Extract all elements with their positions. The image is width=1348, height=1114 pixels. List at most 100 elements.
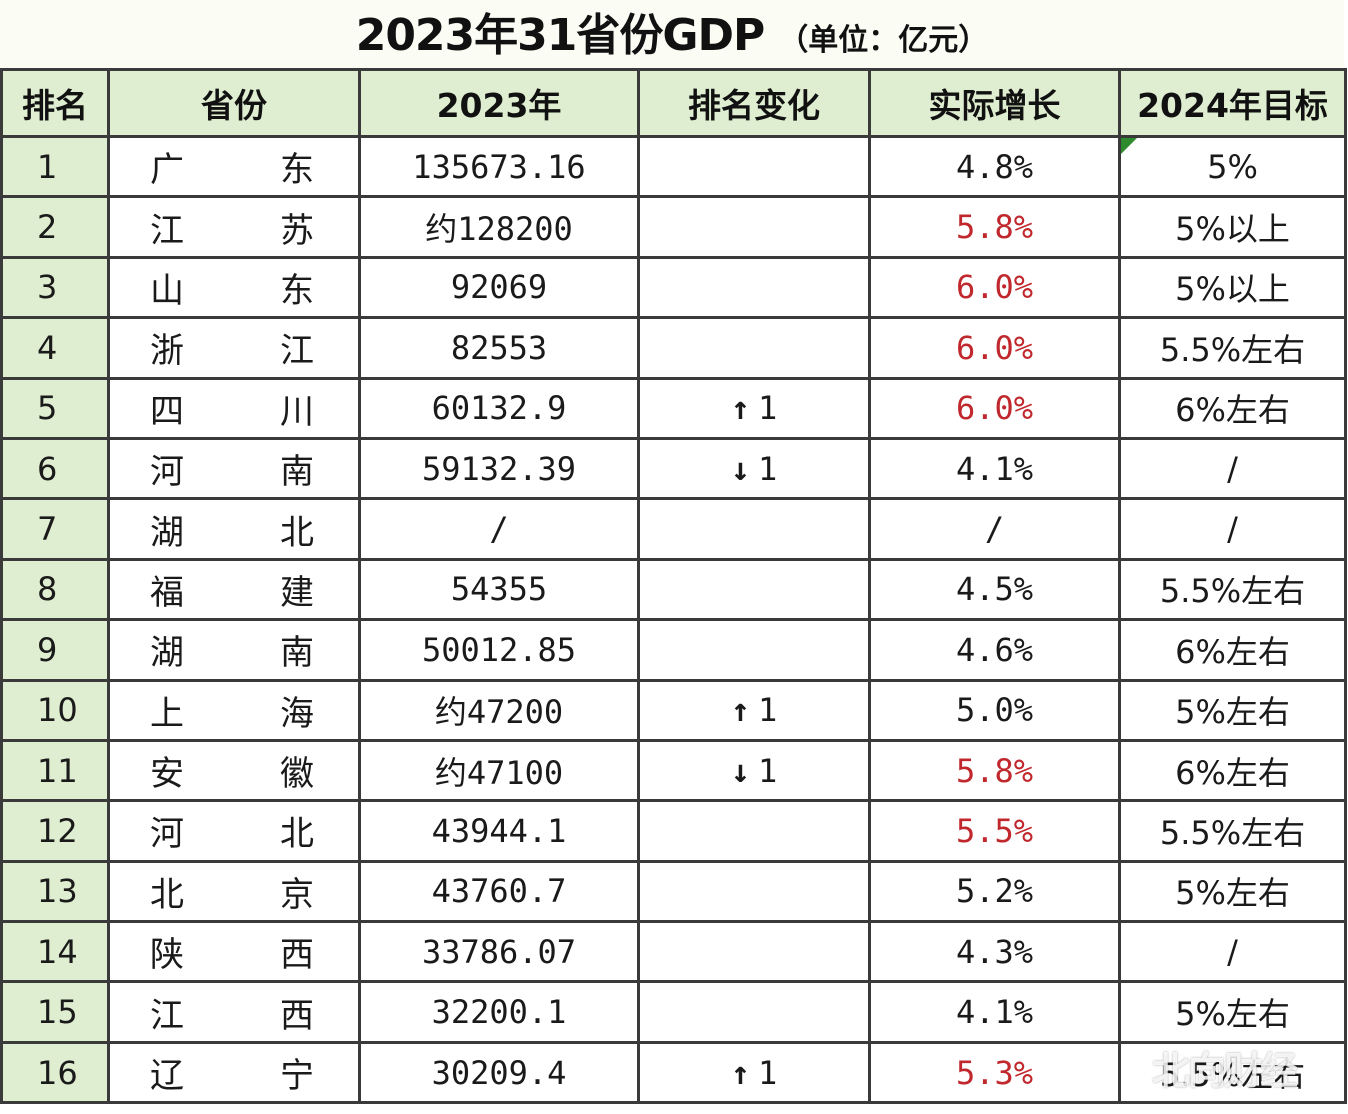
province-char-1: 陕 (150, 935, 184, 976)
gdp-cell: 92069 (358, 255, 640, 320)
province-char-1: 上 (150, 693, 184, 734)
province-char-1: 四 (150, 391, 184, 432)
target-cell: 5%左右 (1118, 678, 1347, 742)
province-cell: 四川 (107, 376, 361, 440)
target-cell: 5.5%左右 (1118, 316, 1347, 380)
province-char-2: 建 (280, 572, 314, 613)
province-cell: 浙江 (107, 316, 361, 380)
province-char-2: 西 (280, 995, 314, 1036)
target-value: 5%以上 (1175, 210, 1290, 249)
province-char-1: 辽 (150, 1056, 184, 1097)
header-row: 排名 省份 2023年 排名变化 实际增长 2024年目标 (0, 68, 1347, 138)
gdp-cell: 135673.16 (358, 134, 640, 199)
table-row: 13 北京 43760.7 5.2% 5%左右 (0, 859, 1347, 924)
rank-change-cell (637, 859, 871, 924)
target-value: 5.5%左右 (1159, 813, 1306, 852)
gdp-cell: 30209.4 (358, 1040, 640, 1105)
province-char-1: 江 (150, 995, 184, 1036)
gdp-cell: 43944.1 (358, 799, 640, 863)
province-cell: 江苏 (107, 195, 361, 259)
province-char-2: 东 (280, 150, 314, 191)
rank-change-value: 1 (758, 449, 778, 488)
growth-cell: / (868, 497, 1121, 561)
growth-cell: 4.3% (868, 920, 1121, 984)
province-char-1: 河 (150, 452, 184, 493)
rank-change-cell (637, 134, 871, 199)
province-char-2: 东 (280, 270, 314, 311)
province-char-2: 苏 (280, 210, 314, 251)
rank-change-cell (637, 980, 871, 1044)
rank-change-cell: ↑ 1 (637, 376, 871, 440)
province-cell: 湖北 (107, 497, 361, 561)
target-cell: / (1118, 920, 1347, 984)
rank-cell: 8 (0, 557, 110, 622)
target-value: 6%左右 (1175, 391, 1290, 430)
target-value: 5.5%左右 (1159, 572, 1306, 611)
target-cell: 6%左右 (1118, 376, 1347, 440)
target-cell: 5%左右 (1118, 980, 1347, 1044)
target-cell: 6%左右 (1118, 738, 1347, 803)
province-char-1: 河 (150, 814, 184, 855)
table-body: 1 广东 135673.16 4.8% 5% 2 江苏约128200 5.8% 5%以上 3 山东 9… (0, 134, 1347, 1105)
rank-change-cell: ↓ 1 (637, 436, 871, 501)
rank-cell: 9 (0, 618, 110, 682)
gdp-cell: 约47100 (358, 738, 640, 803)
table-row: 10 上海约47200 ↑ 1 5.0% 5%左右 (0, 678, 1347, 742)
growth-cell: 4.8% (868, 134, 1121, 199)
rank-change-cell (637, 497, 871, 561)
target-cell: 5.5%左右 (1118, 799, 1347, 863)
target-value: / (1227, 932, 1238, 971)
header-province: 省份 (107, 68, 361, 138)
province-char-2: 徽 (280, 754, 314, 795)
rank-cell: 16 (0, 1040, 110, 1105)
header-rank-change: 排名变化 (637, 68, 871, 138)
province-char-2: 川 (280, 391, 314, 432)
header-gdp-2023: 2023年 (358, 68, 640, 138)
province-cell: 江西 (107, 980, 361, 1044)
target-cell: / (1118, 497, 1347, 561)
gdp-cell: 32200.1 (358, 980, 640, 1044)
target-value: / (1227, 449, 1238, 488)
header-target-2024: 2024年目标 (1118, 68, 1347, 138)
target-value: / (1227, 510, 1238, 549)
target-cell: 5%以上 (1118, 195, 1347, 259)
growth-cell: 5.8% (868, 195, 1121, 259)
rank-change-value: 1 (758, 389, 778, 428)
gdp-cell: 59132.39 (358, 436, 640, 501)
target-cell: 5%以上 (1118, 255, 1347, 320)
rank-change-cell (637, 920, 871, 984)
rank-cell: 6 (0, 436, 110, 501)
target-value: 5.5%左右 (1159, 330, 1306, 369)
rank-change-cell (637, 195, 871, 259)
table-row: 11 安徽约47100 ↓ 1 5.8% 6%左右 (0, 738, 1347, 803)
rank-change-cell: ↑ 1 (637, 678, 871, 742)
growth-cell: 4.1% (868, 980, 1121, 1044)
arrow-up-icon: ↑ (730, 691, 750, 730)
target-cell: 6%左右 (1118, 618, 1347, 682)
gdp-cell: 50012.85 (358, 618, 640, 682)
province-cell: 辽宁 (107, 1040, 361, 1105)
rank-cell: 11 (0, 738, 110, 803)
growth-cell: 6.0% (868, 316, 1121, 380)
gdp-table: 排名 省份 2023年 排名变化 实际增长 2024年目标 1 广东 135673.… (0, 68, 1347, 1105)
gdp-cell: 约128200 (358, 195, 640, 259)
rank-cell: 3 (0, 255, 110, 320)
table-row: 16 辽宁 30209.4 ↑ 1 5.3% 5.5%左右 (0, 1040, 1347, 1105)
rank-cell: 10 (0, 678, 110, 742)
rank-cell: 15 (0, 980, 110, 1044)
arrow-down-icon: ↓ (730, 449, 750, 488)
table-row: 9 湖南 50012.85 4.6% 6%左右 (0, 618, 1347, 682)
province-char-2: 南 (280, 452, 314, 493)
gdp-cell: 33786.07 (358, 920, 640, 984)
target-value: 6%左右 (1175, 753, 1290, 792)
table-row: 3 山东 92069 6.0% 5%以上 (0, 255, 1347, 320)
target-cell: 5.5%左右 (1118, 557, 1347, 622)
province-char-1: 广 (150, 150, 184, 191)
growth-cell: 5.8% (868, 738, 1121, 803)
rank-cell: 1 (0, 134, 110, 199)
rank-cell: 13 (0, 859, 110, 924)
rank-cell: 5 (0, 376, 110, 440)
table-row: 6 河南 59132.39 ↓ 1 4.1% / (0, 436, 1347, 501)
province-char-1: 江 (150, 210, 184, 251)
rank-cell: 7 (0, 497, 110, 561)
